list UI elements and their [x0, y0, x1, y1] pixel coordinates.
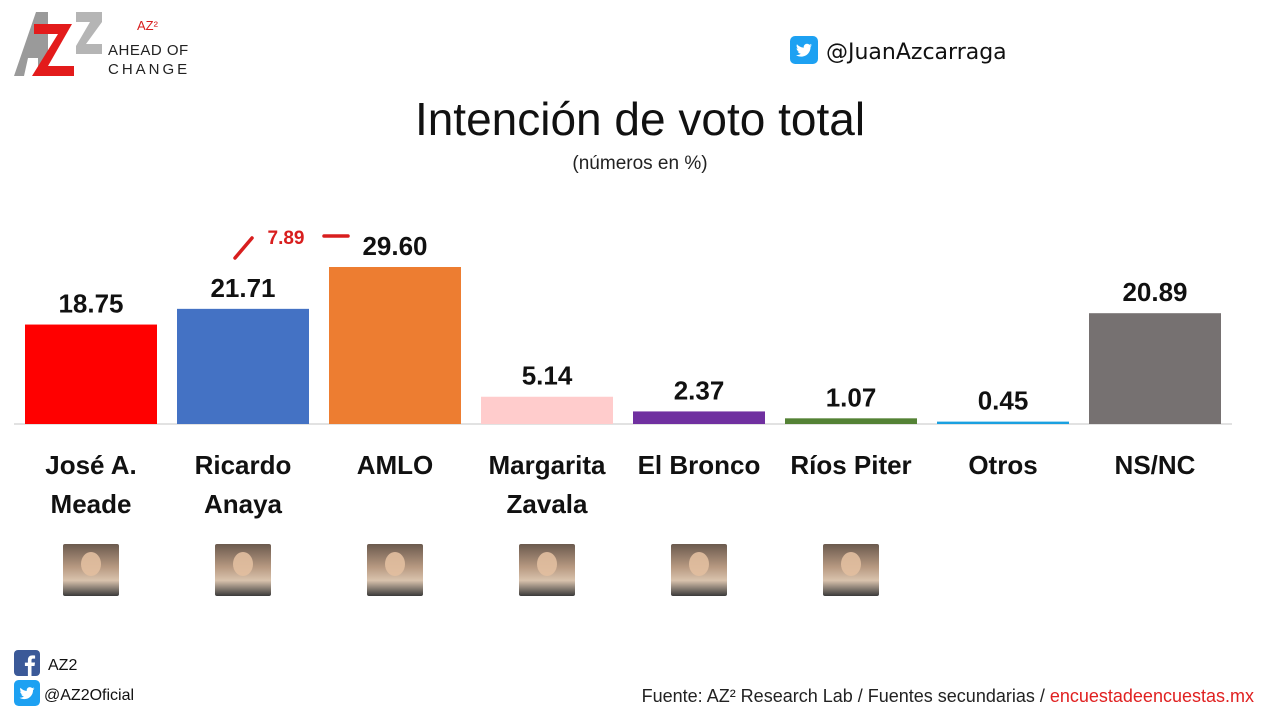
logo-superscript: AZ²	[137, 18, 158, 33]
category-label-1-1: Anaya	[204, 489, 283, 519]
category-label-2-0: AMLO	[357, 450, 434, 480]
bar-3	[481, 396, 613, 424]
source-link[interactable]: encuestadeencuestas.mx	[1049, 686, 1254, 706]
value-label-5: 1.07	[826, 382, 877, 412]
category-label-4-0: El Bronco	[638, 450, 761, 480]
source-prefix: Fuente: AZ² Research Lab / Fuentes secun…	[641, 686, 1050, 706]
value-label-2: 29.60	[362, 231, 427, 261]
annotation-gap-label: 7.89	[268, 228, 305, 249]
value-label-6: 0.45	[978, 386, 1029, 416]
value-label-0: 18.75	[58, 289, 123, 319]
category-label-6-0: Otros	[968, 450, 1037, 480]
twitter-footer-label: @AZ2Oficial	[44, 686, 135, 704]
value-label-1: 21.71	[210, 273, 275, 303]
az2-logo-graphic	[14, 12, 102, 76]
bar-7	[1089, 313, 1221, 424]
logo-tagline-line1: AHEAD OF	[108, 42, 189, 59]
bar-4	[633, 411, 765, 424]
candidate-photo-2	[367, 544, 423, 596]
candidate-photo-3	[519, 544, 575, 596]
bar-0	[25, 324, 157, 424]
candidate-photo-0	[63, 544, 119, 596]
twitter-footer-link[interactable]: @AZ2Oficial	[14, 680, 134, 711]
az2-logo	[14, 10, 104, 78]
category-label-7-0: NS/NC	[1115, 450, 1196, 480]
logo-tagline-line2: CHANGE	[108, 61, 191, 78]
chart-title: Intención de voto total	[414, 93, 866, 145]
twitter-handle: @JuanAzcarraga	[826, 40, 1007, 65]
bar-5	[785, 418, 917, 424]
bar-6	[937, 421, 1069, 424]
candidate-photo-5	[823, 544, 879, 596]
chart-subtitle: (números en %)	[572, 153, 708, 174]
facebook-icon	[14, 650, 40, 681]
source-note: Fuente: AZ² Research Lab / Fuentes secun…	[642, 686, 1254, 707]
twitter-header[interactable]: @JuanAzcarraga	[790, 36, 1007, 69]
category-label-3-1: Zavala	[507, 489, 588, 519]
value-label-7: 20.89	[1122, 277, 1187, 307]
category-label-1-0: Ricardo	[195, 450, 292, 480]
category-label-5-0: Ríos Piter	[790, 450, 911, 480]
bar-1	[177, 308, 309, 424]
value-label-4: 2.37	[674, 375, 725, 405]
annotation-tick-left	[233, 236, 254, 260]
twitter-icon	[790, 36, 818, 69]
category-label-0-0: José A.	[45, 450, 137, 480]
value-label-3: 5.14	[522, 361, 573, 391]
twitter-icon	[14, 680, 40, 711]
category-label-0-1: Meade	[51, 489, 132, 519]
bar-2	[329, 267, 461, 424]
candidate-photo-1	[215, 544, 271, 596]
category-label-3-0: Margarita	[488, 450, 606, 480]
facebook-link[interactable]: AZ2	[14, 650, 77, 681]
facebook-label: AZ2	[48, 656, 78, 674]
candidate-photo-4	[671, 544, 727, 596]
